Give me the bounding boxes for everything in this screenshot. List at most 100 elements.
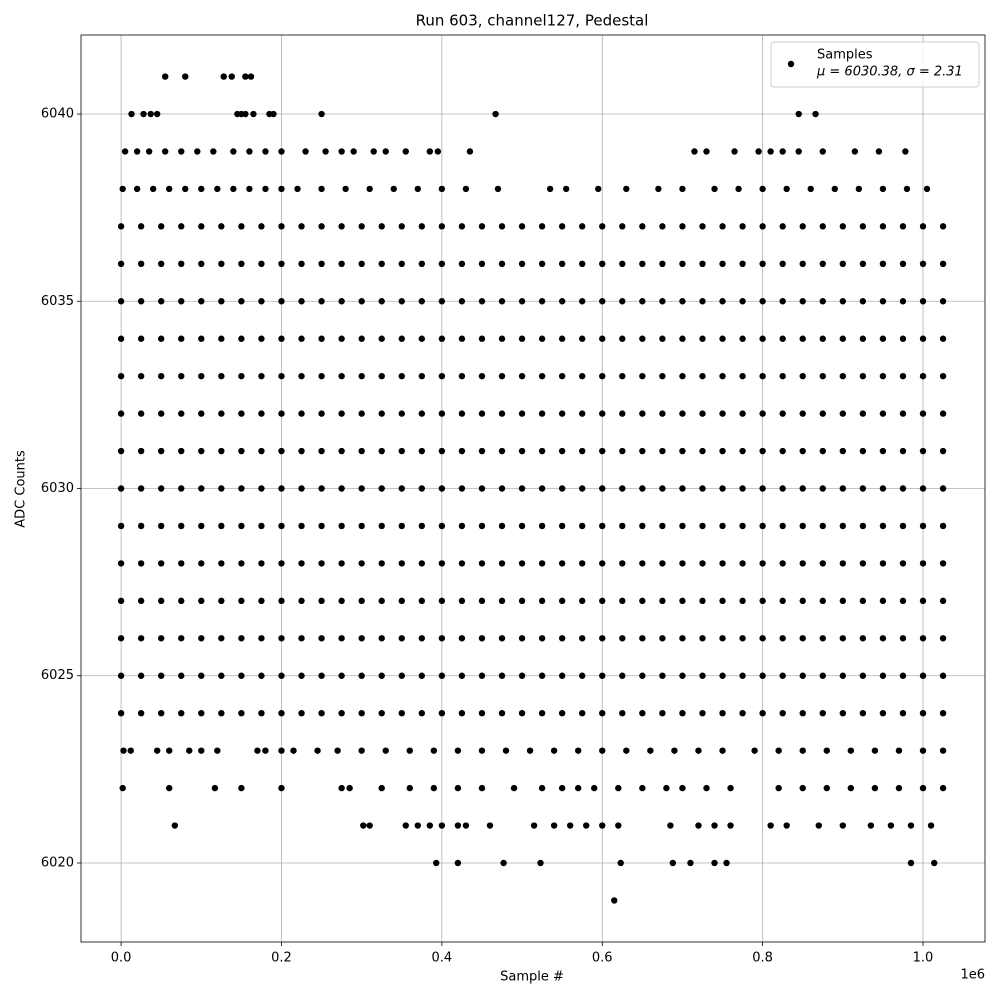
- data-point: [879, 372, 887, 380]
- data-point: [619, 522, 626, 530]
- data-point: [162, 148, 169, 155]
- data-point: [338, 635, 345, 642]
- x-offset-label: 1e6: [960, 968, 985, 983]
- data-point: [659, 560, 666, 567]
- data-point: [398, 560, 405, 567]
- data-point: [939, 335, 947, 342]
- data-point: [454, 859, 462, 867]
- data-point: [178, 260, 185, 268]
- data-point: [262, 185, 269, 193]
- data-point: [498, 372, 506, 380]
- data-point: [414, 185, 422, 193]
- data-point: [759, 560, 766, 567]
- data-point: [839, 223, 847, 230]
- data-point: [578, 260, 586, 268]
- data-point: [578, 597, 586, 605]
- data-point: [779, 298, 786, 305]
- data-point: [198, 298, 205, 305]
- data-point: [659, 223, 666, 230]
- data-point: [647, 747, 654, 754]
- data-point: [258, 522, 265, 530]
- data-point: [759, 709, 766, 717]
- data-point: [879, 672, 887, 679]
- data-point: [238, 522, 245, 530]
- data-point: [137, 597, 145, 605]
- data-point: [679, 298, 686, 305]
- data-point: [338, 485, 345, 492]
- data-point: [739, 447, 746, 455]
- data-point: [759, 260, 766, 268]
- data-point: [578, 522, 586, 530]
- data-point: [739, 335, 746, 342]
- data-point: [719, 560, 726, 567]
- data-point: [127, 747, 134, 754]
- data-point: [599, 223, 606, 230]
- data-point: [859, 298, 867, 305]
- data-point: [799, 223, 806, 230]
- data-point: [137, 298, 145, 305]
- data-point: [919, 597, 927, 605]
- data-point: [298, 560, 305, 567]
- data-point: [939, 485, 947, 492]
- data-point: [198, 335, 205, 342]
- data-point: [823, 747, 830, 754]
- data-point: [218, 485, 225, 492]
- y-tick-label: 6025: [41, 668, 74, 683]
- data-point: [815, 822, 822, 829]
- data-point: [157, 447, 165, 455]
- data-point: [140, 110, 147, 118]
- data-point: [238, 672, 245, 679]
- data-point: [699, 223, 706, 230]
- data-point: [839, 522, 847, 530]
- data-point: [462, 822, 470, 829]
- data-point: [719, 672, 726, 679]
- data-point: [478, 372, 486, 380]
- data-point: [378, 447, 385, 455]
- data-point: [218, 635, 225, 642]
- points-layer: [117, 73, 947, 904]
- data-point: [398, 597, 405, 605]
- data-point: [458, 635, 466, 642]
- data-point: [478, 709, 486, 717]
- data-point: [406, 747, 413, 754]
- data-point: [919, 298, 927, 305]
- data-point: [871, 784, 879, 792]
- data-point: [406, 784, 413, 792]
- data-point: [899, 560, 907, 567]
- data-point: [859, 260, 867, 268]
- data-point: [799, 560, 806, 567]
- legend: Samples μ = 6030.38, σ = 2.31: [770, 41, 980, 88]
- data-point: [639, 709, 646, 717]
- data-point: [258, 298, 265, 305]
- data-point: [498, 522, 506, 530]
- data-point: [558, 335, 566, 342]
- data-point: [137, 372, 145, 380]
- data-point: [298, 410, 305, 417]
- data-point: [418, 485, 426, 492]
- data-point: [799, 447, 806, 455]
- data-point: [254, 747, 261, 754]
- data-point: [147, 110, 154, 118]
- data-point: [157, 223, 165, 230]
- data-point: [218, 335, 225, 342]
- data-point: [903, 185, 911, 193]
- data-point: [290, 747, 297, 754]
- data-point: [518, 709, 526, 717]
- data-point: [599, 260, 606, 268]
- data-point: [458, 372, 466, 380]
- data-point: [879, 709, 887, 717]
- data-point: [318, 372, 325, 380]
- data-point: [919, 335, 927, 342]
- data-point: [478, 410, 486, 417]
- data-point: [398, 709, 405, 717]
- data-point: [739, 635, 746, 642]
- data-point: [238, 560, 245, 567]
- data-point: [719, 223, 726, 230]
- data-point: [438, 709, 446, 717]
- data-point: [182, 73, 189, 80]
- data-point: [198, 522, 205, 530]
- data-point: [879, 298, 887, 305]
- data-point: [939, 784, 947, 792]
- data-point: [899, 635, 907, 642]
- data-point: [198, 185, 205, 193]
